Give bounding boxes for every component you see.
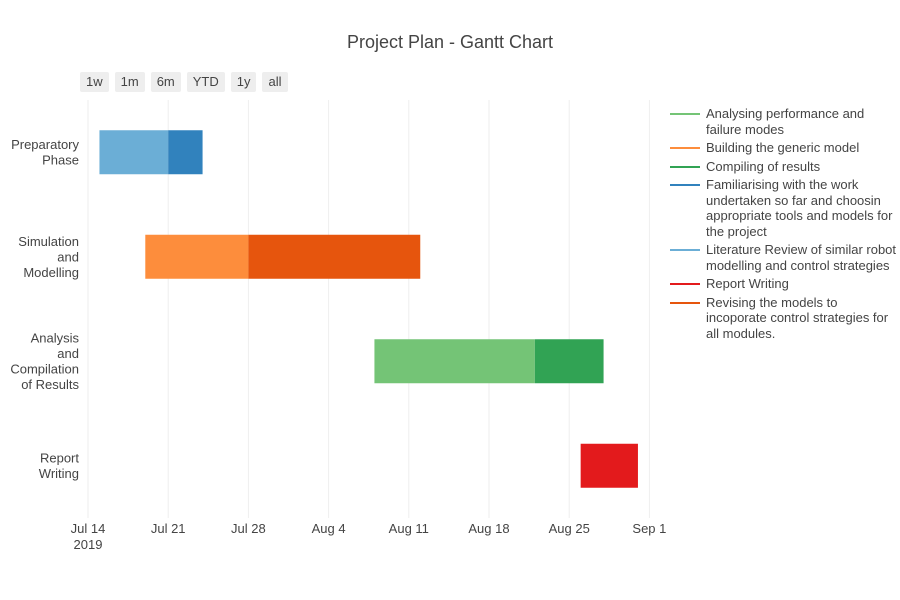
legend-label: Literature Review of similar robot model…: [706, 242, 897, 273]
legend-item[interactable]: Report Writing: [670, 276, 898, 292]
range-button-1w[interactable]: 1w: [80, 72, 109, 92]
x-tick-label: Aug 18: [468, 521, 509, 536]
y-tick-label: Analysis and Compilation of Results: [10, 331, 79, 393]
x-tick-label: Aug 25: [549, 521, 590, 536]
legend-label: Report Writing: [706, 276, 789, 291]
legend-item[interactable]: Revising the models to incoporate contro…: [670, 295, 898, 342]
range-selector: 1w 1m 6m YTD 1y all: [80, 72, 288, 92]
legend-label: Familiarising with the work undertaken s…: [706, 177, 893, 239]
x-tick-label: Aug 11: [389, 521, 429, 536]
legend-swatch: [670, 249, 700, 251]
legend-swatch: [670, 301, 700, 304]
legend-label: Building the generic model: [706, 140, 860, 155]
task-bar: [248, 234, 421, 279]
task-bar: [168, 130, 203, 175]
legend-item[interactable]: Building the generic model: [670, 140, 898, 156]
legend-label: Compiling of results: [706, 158, 821, 174]
task-bar: [145, 234, 249, 279]
legend-item[interactable]: Compiling of results: [670, 159, 898, 175]
y-tick-label: Preparatory Phase: [11, 137, 79, 168]
legend-label: Analysing performance and failure modes: [706, 106, 865, 137]
y-tick-label: Simulation and Modelling: [18, 234, 79, 280]
range-button-ytd[interactable]: YTD: [186, 72, 225, 92]
range-button-all[interactable]: all: [262, 72, 288, 92]
task-bar: [374, 339, 535, 384]
y-tick-label: Report Writing: [39, 451, 80, 482]
legend-swatch: [670, 165, 700, 168]
legend-item[interactable]: Analysing performance and failure modes: [670, 106, 898, 137]
legend: Analysing performance and failure modes …: [670, 106, 898, 344]
x-tick-label: Jul 21: [151, 521, 186, 536]
legend-swatch: [670, 147, 700, 149]
x-tick-sublabel: 2019: [74, 537, 103, 552]
task-bar: [99, 130, 169, 175]
chart-title: Project Plan - Gantt Chart: [346, 32, 554, 52]
range-button-1m[interactable]: 1m: [114, 72, 145, 92]
legend-swatch: [670, 184, 700, 186]
range-button-6m[interactable]: 6m: [150, 72, 181, 92]
legend-item[interactable]: Familiarising with the work undertaken s…: [670, 177, 898, 239]
task-bar: [580, 443, 638, 488]
x-tick-label: Aug 4: [312, 521, 346, 536]
task-bar: [534, 339, 604, 384]
legend-item[interactable]: Literature Review of similar robot model…: [670, 242, 898, 273]
legend-label: Revising the models to incoporate contro…: [706, 294, 889, 341]
x-tick-label: Sep 1: [632, 521, 666, 536]
legend-swatch: [670, 283, 700, 285]
x-tick-label: Jul 28: [231, 521, 266, 536]
x-tick-label: Jul 14: [71, 521, 106, 536]
range-button-1y[interactable]: 1y: [230, 72, 257, 92]
legend-swatch: [670, 113, 700, 115]
